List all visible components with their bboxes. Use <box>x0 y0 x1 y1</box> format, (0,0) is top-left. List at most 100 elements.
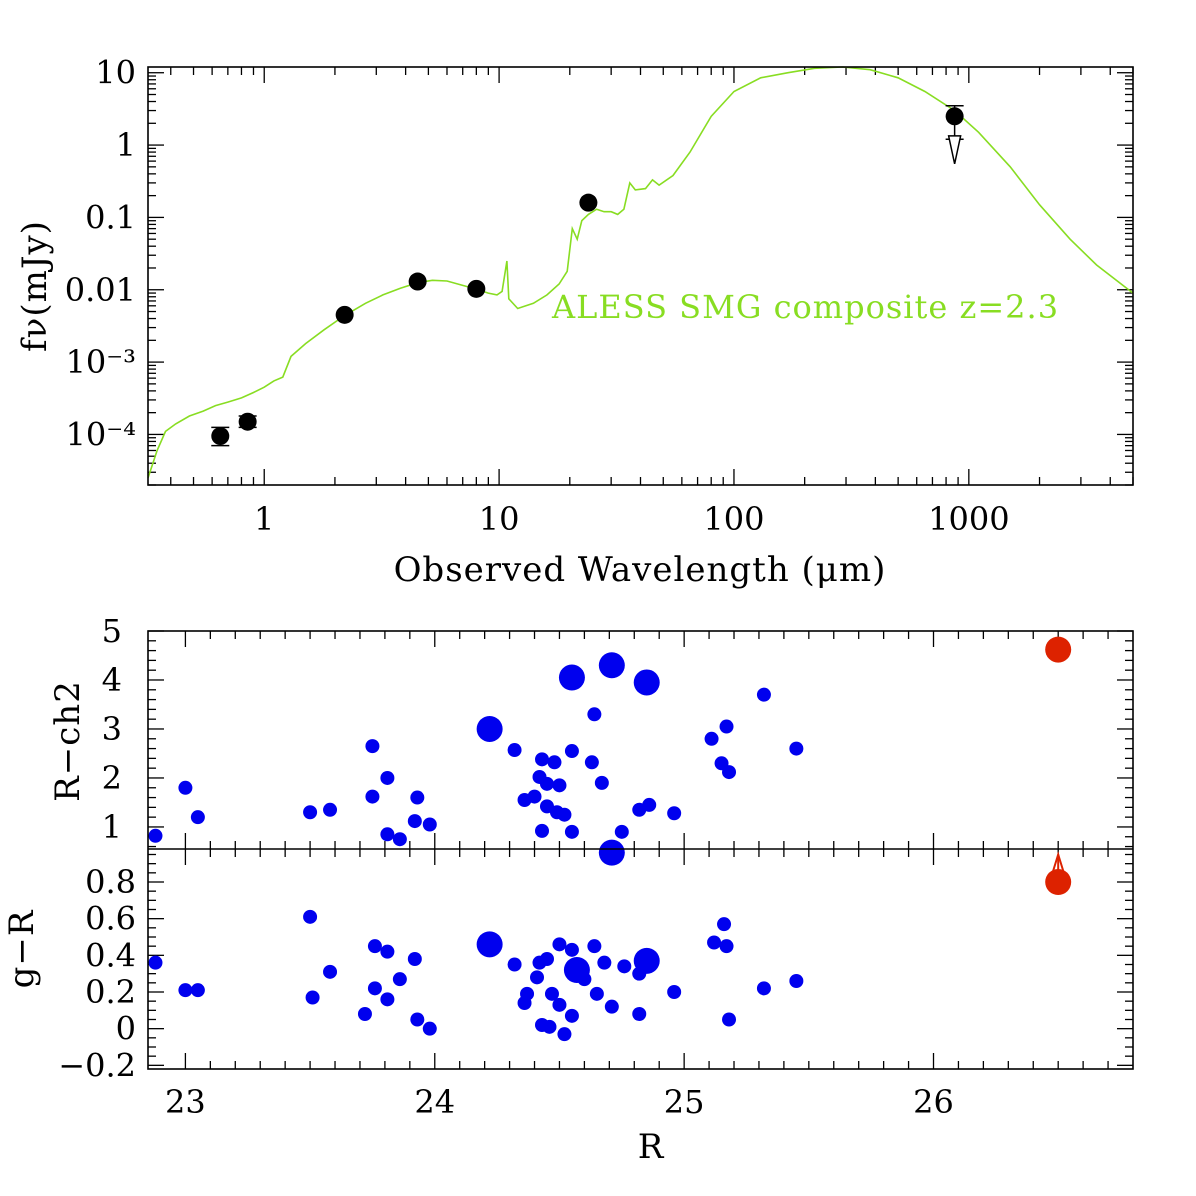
p2-point <box>178 780 193 795</box>
p3-point <box>367 939 382 954</box>
p3-point <box>722 1012 737 1027</box>
p2-y-tick-label: 4 <box>102 661 122 699</box>
sed-y-tick-label: 10 <box>95 54 136 92</box>
sed-y-tick-label: 10⁻⁴ <box>66 415 136 453</box>
p2-point <box>535 752 549 767</box>
sed-data-point <box>211 427 230 446</box>
sed-x-tick-labels: 1 10 100 1000 <box>254 500 1010 538</box>
p3-point <box>552 997 567 1012</box>
p3-point <box>756 981 771 996</box>
p2-point <box>552 778 567 793</box>
p2-point <box>410 790 425 805</box>
g-r-panel: −0.200.20.40.60.8 23 24 25 26 g−R R <box>2 839 1133 1167</box>
g-r-y-axis-title: g−R <box>2 909 42 988</box>
upper-limit-arrow-icon <box>947 135 962 165</box>
sed-x-tick-label: 1 <box>254 500 274 538</box>
p3-point <box>507 957 522 972</box>
p2-point <box>547 755 562 770</box>
sed-y-axis-title: fν(mJy) <box>15 220 55 352</box>
p2-y-tick-label: 5 <box>102 612 122 650</box>
p2-point <box>564 824 579 839</box>
p3-point <box>410 1012 425 1027</box>
p2-point <box>392 832 407 847</box>
r-ch2-ticks <box>148 630 1133 849</box>
p3-y-tick-label: 0.4 <box>85 936 136 974</box>
p2-point <box>323 802 338 817</box>
p3-y-tick-label: 0.6 <box>85 900 136 938</box>
p2-point <box>365 789 380 804</box>
sed-data-point <box>238 412 257 431</box>
p3-point <box>422 1021 437 1036</box>
p3-point <box>717 917 732 932</box>
p2-y-tick-label: 3 <box>102 710 122 748</box>
p3-point <box>564 1008 579 1023</box>
sed-x-tick-label: 10 <box>479 500 520 538</box>
sed-x-tick-label: 1000 <box>928 500 1009 538</box>
p3-highlight-point <box>1045 869 1072 895</box>
p2-point <box>704 731 719 746</box>
p3-y-tick-label: 0.2 <box>85 973 136 1011</box>
p3-x-tick-label: 25 <box>664 1083 705 1121</box>
p3-big-point <box>633 947 660 974</box>
p3-point <box>542 1019 557 1034</box>
r-ch2-y-tick-labels: 1 2 3 4 5 <box>102 612 122 846</box>
sed-data-points <box>211 104 964 447</box>
p2-big-point <box>598 652 625 679</box>
sed-y-tick-label: 0.1 <box>85 198 136 236</box>
sed-x-tick-label: 100 <box>703 500 764 538</box>
p3-point <box>357 1007 372 1021</box>
r-ch2-panel: 1 2 3 4 5 R−ch2 <box>48 612 1133 849</box>
p2-point <box>594 775 609 790</box>
p2-point <box>507 743 522 758</box>
p3-point <box>789 974 804 988</box>
p3-point <box>589 986 604 1001</box>
r-ch2-data-points <box>148 636 1072 847</box>
sed-data-point <box>408 272 427 291</box>
p3-y-tick-label: −0.2 <box>58 1046 136 1084</box>
p3-point <box>303 909 318 924</box>
g-r-x-axis-title: R <box>638 1127 665 1167</box>
p3-point <box>392 972 407 987</box>
p3-point <box>367 981 382 996</box>
p3-point <box>719 939 734 954</box>
p2-point <box>722 765 737 780</box>
sed-y-tick-label: 0.01 <box>65 271 136 309</box>
sed-upper-limit-point <box>945 107 964 126</box>
p3-point <box>323 964 338 979</box>
p2-point <box>557 807 572 822</box>
p2-point <box>756 687 771 702</box>
p3-point <box>604 999 619 1014</box>
sed-ticks <box>148 67 1134 486</box>
g-r-x-tick-labels: 23 24 25 26 <box>165 1083 954 1121</box>
g-r-y-tick-labels: −0.200.20.40.60.8 <box>58 863 136 1084</box>
p2-y-tick-label: 1 <box>102 808 122 846</box>
p2-point <box>789 741 804 756</box>
p2-point <box>407 814 422 829</box>
p3-point <box>552 937 567 952</box>
p2-point <box>667 806 682 821</box>
p3-y-tick-label: 0 <box>116 1010 136 1048</box>
p2-point <box>527 789 542 804</box>
sed-y-tick-label: 1 <box>116 126 136 164</box>
sed-data-point <box>579 193 598 212</box>
g-r-ticks <box>148 849 1133 1069</box>
p2-point <box>587 707 602 722</box>
p2-point <box>365 739 380 754</box>
p3-point <box>544 986 559 1001</box>
p3-point <box>667 985 682 999</box>
p3-point <box>520 986 535 1001</box>
g-r-data-points <box>148 839 1072 1042</box>
p2-point <box>535 823 549 838</box>
p3-point <box>148 955 163 970</box>
p3-point <box>380 944 395 959</box>
p3-x-tick-label: 23 <box>165 1083 206 1121</box>
p3-point <box>178 983 193 998</box>
sed-y-tick-label: 10⁻³ <box>66 343 136 381</box>
template-label: ALESS SMG composite z=2.3 <box>551 288 1059 326</box>
p2-point <box>539 776 554 791</box>
p3-big-point <box>563 957 590 983</box>
p2-point <box>303 805 318 820</box>
sed-plot-frame <box>147 66 1134 486</box>
p2-point <box>564 744 579 759</box>
